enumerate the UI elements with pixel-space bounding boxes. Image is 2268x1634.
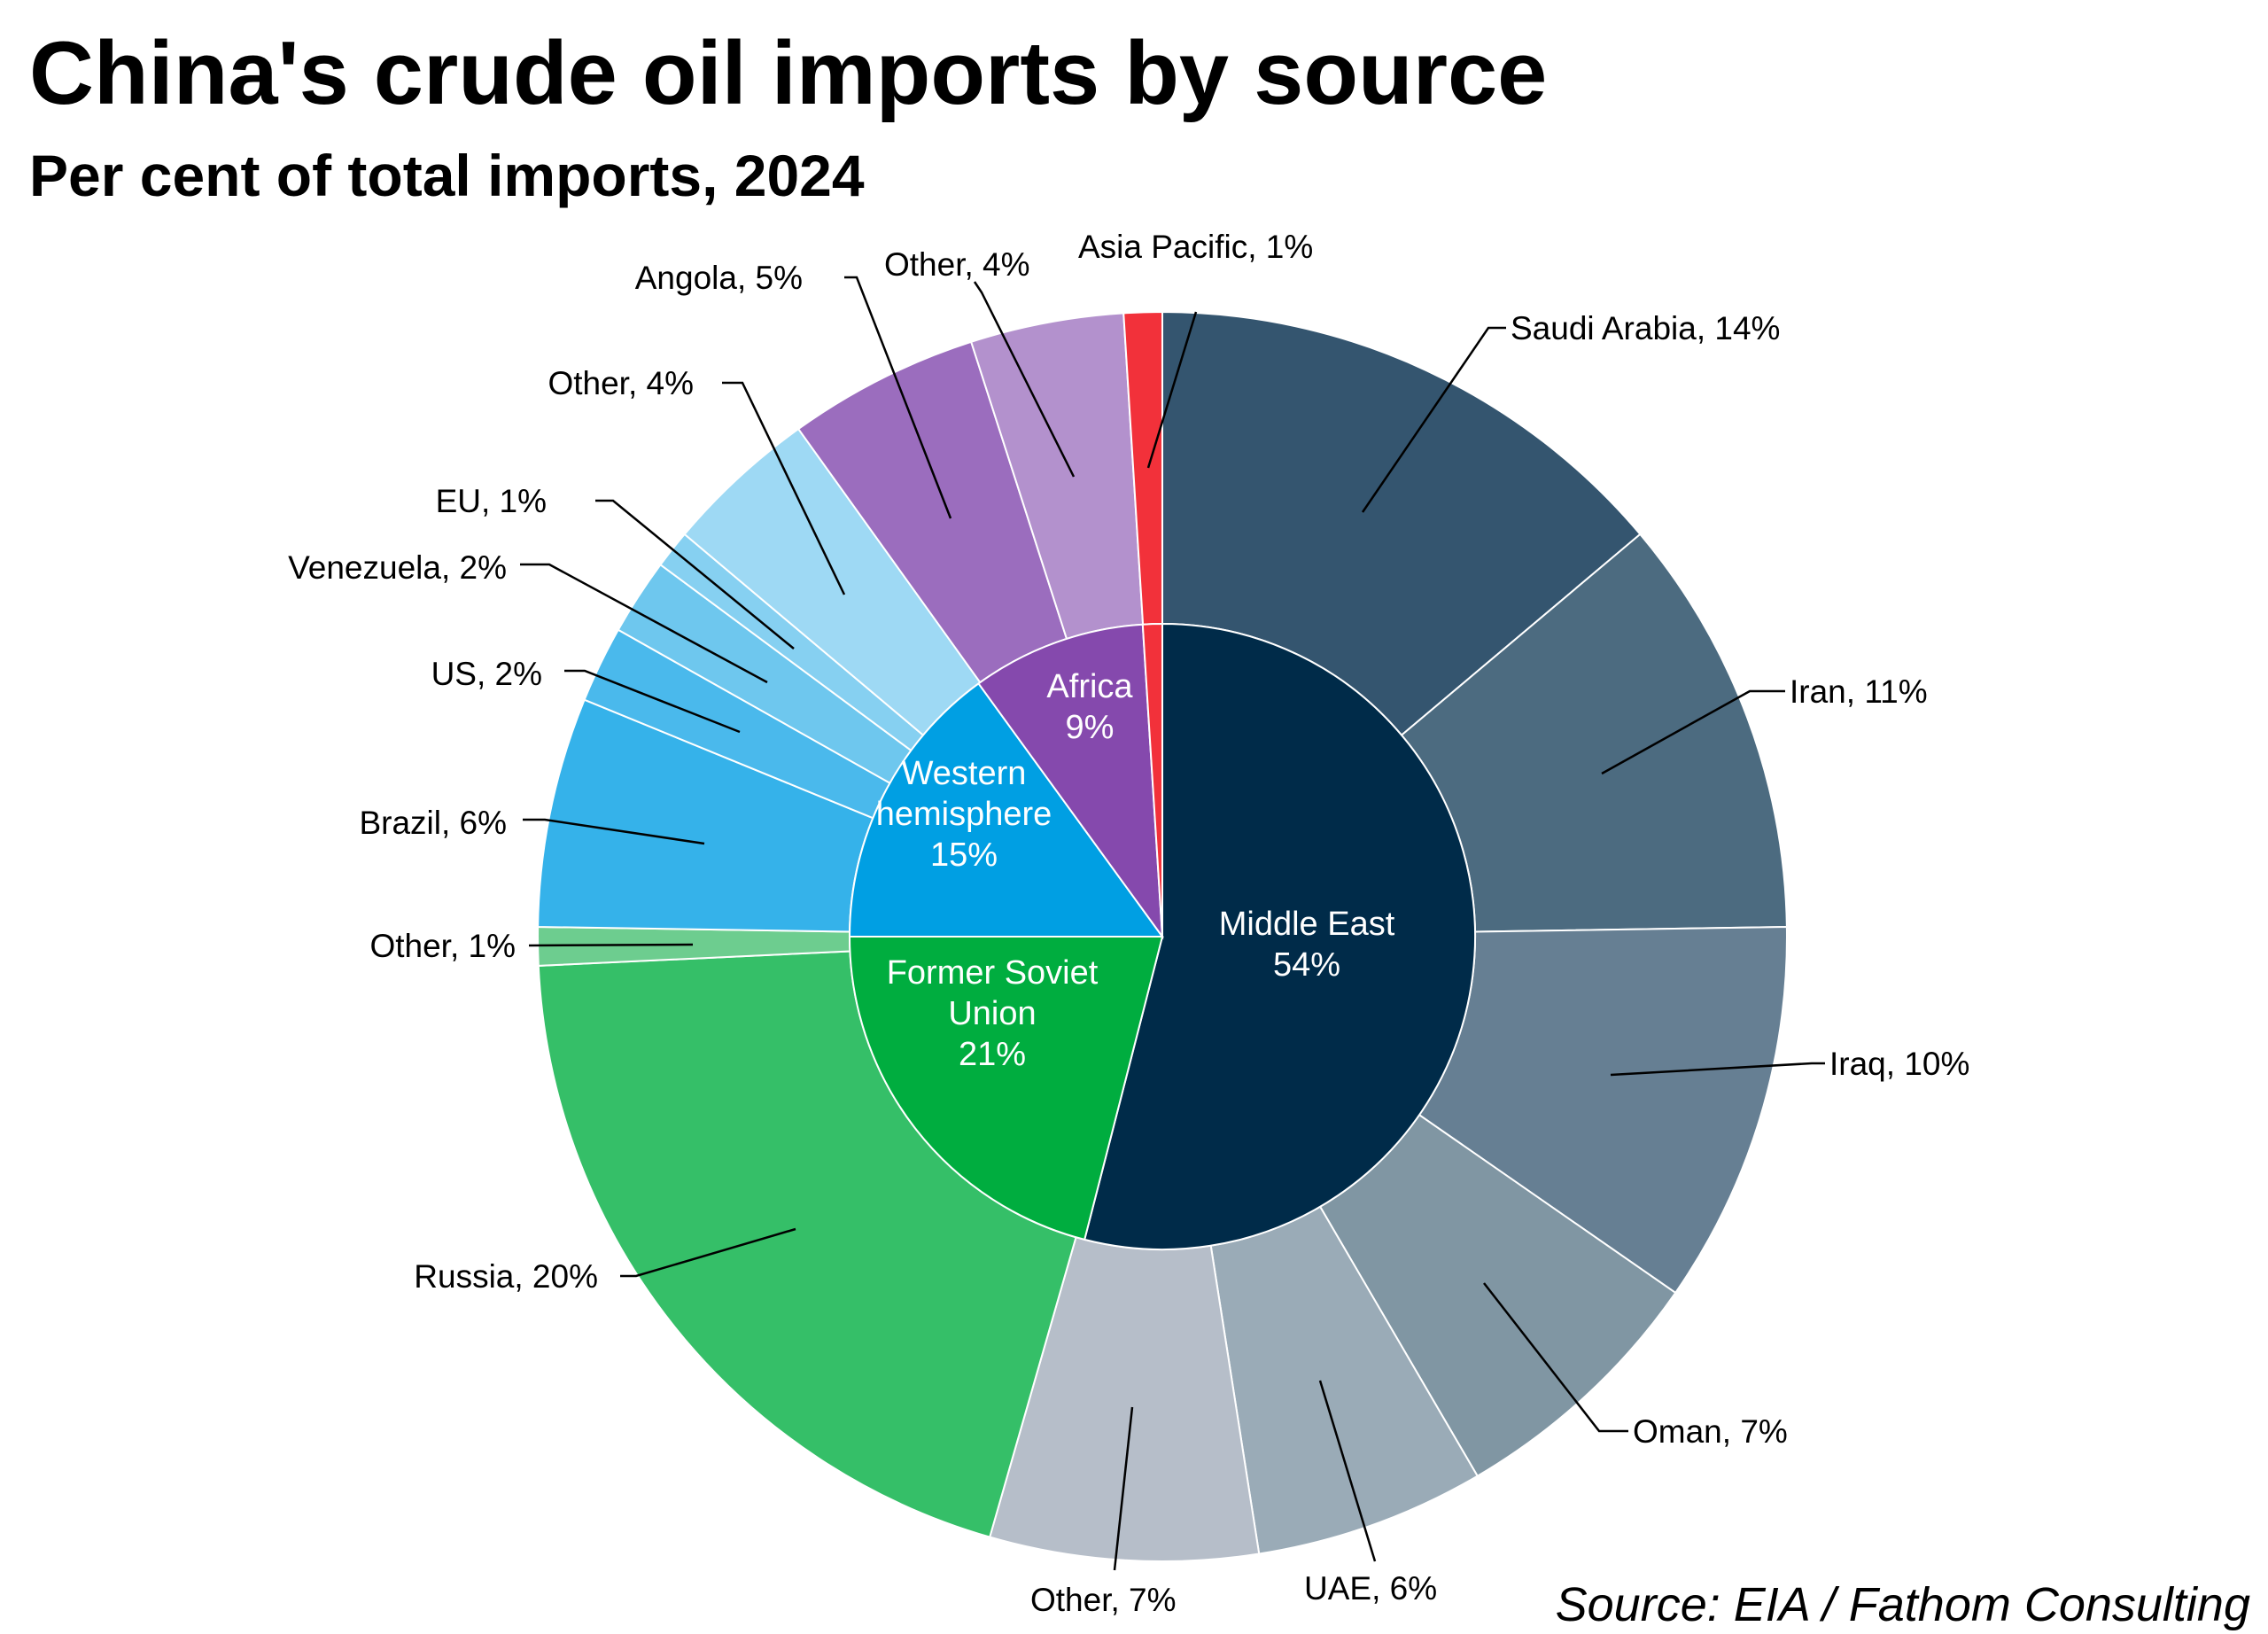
leader-line-middle-east-iran [1601,689,1785,775]
leader-line-africa-other [973,281,1076,478]
outer-label-middle-east-iran: Iran, 11% [1790,673,1928,710]
outer-label-middle-east-uae: UAE, 6% [1304,1570,1437,1607]
outer-label-middle-east-oman: Oman, 7% [1633,1413,1788,1450]
source-note: Source: EIA / Fathom Consulting [1555,1578,2250,1631]
leader-line-western-hemisphere-brazil [523,818,705,845]
inner-wedge-africa [977,623,1164,940]
outer-label-western-hemisphere-brazil: Brazil, 6% [359,805,507,841]
outer-label-africa-angola: Angola, 5% [635,260,803,296]
inner-wedge-former-soviet-union [848,936,1164,1241]
outer-label-former-soviet-union-other: Other, 1% [369,928,516,964]
leader-line-western-hemisphere-other [722,381,846,595]
leader-line-former-soviet-union-russia [620,1227,796,1278]
inner-label-africa: Africa 9% [1046,668,1133,746]
leader-line-middle-east-saudi-arabia [1361,326,1506,513]
leader-line-middle-east-other [1113,1406,1134,1571]
outer-label-former-soviet-union-russia: Russia, 20% [414,1258,598,1295]
leader-line-western-hemisphere-eu [595,499,795,650]
outer-label-western-hemisphere-us: US, 2% [431,656,542,692]
leader-line-middle-east-oman [1483,1282,1628,1433]
inner-label-middle-east: Middle East 54% [1219,906,1395,984]
outer-label-middle-east-iraq: Iraq, 10% [1829,1046,1969,1082]
inner-label-western-hemisphere: Western hemisphere 15% [876,755,1052,874]
inner-label-former-soviet-union: Former Soviet Union 21% [887,954,1099,1073]
chart-subtitle: Per cent of total imports, 2024 [29,143,865,208]
outer-label-western-hemisphere-other: Other, 4% [548,365,694,401]
inner-wedge-asia-pacific [1141,622,1163,938]
inner-wedge-western-hemisphere [848,682,1164,938]
outer-label-western-hemisphere-venezuela: Venezuela, 2% [288,549,507,586]
outer-label-africa-other: Other, 4% [884,246,1030,283]
outer-label-middle-east-other: Other, 7% [1030,1582,1177,1618]
leader-line-middle-east-iraq [1610,1062,1825,1077]
outer-label-asia-pacific-asia-pacific: Asia Pacific, 1% [1078,229,1313,265]
inner-wedge-middle-east [1083,622,1476,1250]
leader-line-asia-pacific-asia-pacific [1146,311,1198,469]
outer-label-western-hemisphere-eu: EU, 1% [436,483,547,519]
leader-line-middle-east-uae [1318,1380,1377,1562]
leader-line-western-hemisphere-venezuela [520,563,768,684]
outer-label-middle-east-saudi-arabia: Saudi Arabia, 14% [1511,310,1780,346]
leader-line-western-hemisphere-us [564,669,741,734]
leader-line-africa-angola [844,276,952,519]
chart-title: China's crude oil imports by source [29,24,1548,123]
